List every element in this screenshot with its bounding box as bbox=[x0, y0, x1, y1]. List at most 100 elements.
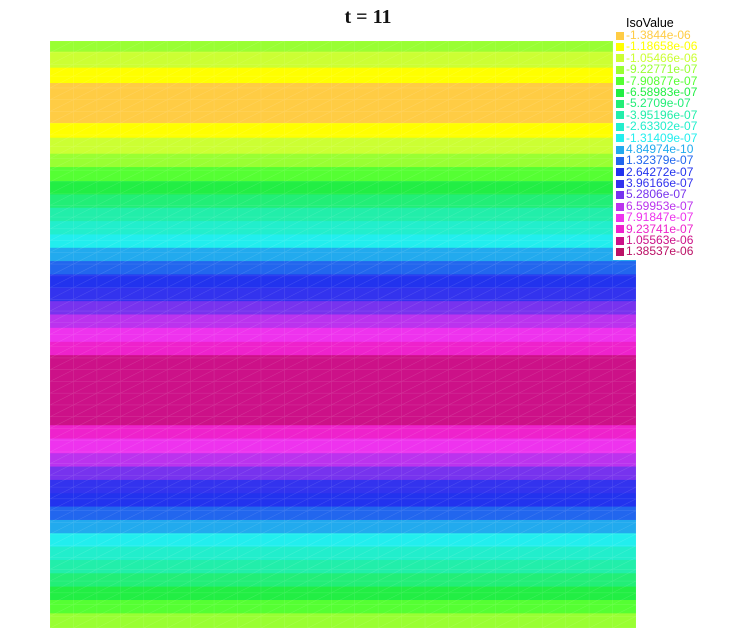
legend-label: -9.22771e-07 bbox=[626, 62, 698, 77]
legend-entry: -1.31409e-07 bbox=[613, 130, 707, 145]
legend-label: 9.23741e-07 bbox=[626, 221, 694, 236]
isovalue-bands bbox=[50, 41, 636, 628]
legend-swatch bbox=[616, 122, 624, 131]
isovalue-band bbox=[50, 546, 636, 561]
legend-label: 1.38537e-06 bbox=[626, 244, 694, 259]
legend-entry: -1.18658e-06 bbox=[613, 39, 707, 54]
isovalue-band bbox=[50, 221, 636, 236]
legend-swatch bbox=[616, 179, 624, 188]
legend-entry: -7.90877e-07 bbox=[613, 73, 707, 88]
legend-swatch bbox=[616, 145, 624, 154]
isovalue-band bbox=[50, 519, 636, 534]
mesh-overlay bbox=[50, 41, 636, 628]
legend-entry: -1.3844e-06 bbox=[613, 28, 707, 42]
isovalue-band bbox=[50, 83, 636, 124]
legend-entry: 4.84974e-10 bbox=[613, 141, 707, 156]
legend-label: -1.05466e-06 bbox=[626, 50, 698, 65]
legend-label: 1.05563e-06 bbox=[626, 233, 694, 248]
legend-entry: 1.32379e-07 bbox=[613, 153, 707, 168]
legend-entry: -5.2709e-07 bbox=[613, 96, 707, 111]
legend-entry: -2.63302e-07 bbox=[613, 119, 707, 134]
legend-label: 4.84974e-10 bbox=[626, 141, 694, 156]
legend-entry: 6.59953e-07 bbox=[613, 198, 707, 213]
legend-label: -7.90877e-07 bbox=[626, 73, 698, 88]
legend-label: 7.91847e-07 bbox=[626, 210, 694, 225]
isovalue-band bbox=[50, 327, 636, 343]
legend-label: -3.95196e-07 bbox=[626, 107, 698, 122]
legend-label: 6.59953e-07 bbox=[626, 198, 694, 213]
legend-entry: -3.95196e-07 bbox=[613, 107, 707, 122]
isovalue-band bbox=[50, 234, 636, 249]
isovalue-band bbox=[50, 479, 636, 494]
legend-swatch bbox=[616, 77, 624, 86]
isovalue-band bbox=[50, 153, 636, 168]
legend-swatch bbox=[616, 111, 624, 120]
legend-label: 1.32379e-07 bbox=[626, 153, 694, 168]
isovalue-band bbox=[50, 261, 636, 276]
legend-entry: 9.23741e-07 bbox=[613, 221, 707, 236]
legend-label: 2.64272e-07 bbox=[626, 164, 694, 179]
legend-swatch bbox=[616, 191, 624, 200]
isovalue-band bbox=[50, 533, 636, 548]
isovalue-band bbox=[50, 167, 636, 182]
legend-swatch bbox=[616, 248, 624, 257]
legend-swatch bbox=[616, 65, 624, 74]
legend-title: IsoValue bbox=[626, 16, 674, 30]
legend-swatch bbox=[616, 31, 624, 40]
legend-entry: 1.05563e-06 bbox=[613, 233, 707, 248]
isovalue-band bbox=[50, 506, 636, 521]
legend-entry: 3.96166e-07 bbox=[613, 176, 707, 191]
legend-swatch bbox=[616, 100, 624, 109]
legend-entry: 7.91847e-07 bbox=[613, 210, 707, 225]
isovalue-band bbox=[50, 466, 636, 481]
isovalue-band bbox=[50, 301, 636, 316]
isovalue-band bbox=[50, 425, 636, 440]
legend-swatch bbox=[616, 54, 624, 63]
isovalue-band bbox=[50, 438, 636, 454]
isovalue-band bbox=[50, 123, 636, 139]
isovalue-band bbox=[50, 559, 636, 574]
isovalue-band bbox=[50, 586, 636, 601]
legend-swatch bbox=[616, 43, 624, 52]
legend-swatch bbox=[616, 156, 624, 165]
isovalue-plot bbox=[50, 41, 636, 628]
legend-entry: 2.64272e-07 bbox=[613, 164, 707, 179]
isovalue-band bbox=[50, 247, 636, 262]
isovalue-band bbox=[50, 67, 636, 84]
isovalue-band bbox=[50, 314, 636, 329]
isovalue-band bbox=[50, 207, 636, 222]
legend-swatch bbox=[616, 134, 624, 143]
legend-entries: -1.3844e-06 -1.18658e-06 -1.05466e-06 -9.22… bbox=[613, 28, 707, 259]
isovalue-band bbox=[50, 613, 636, 628]
isovalue-band bbox=[50, 181, 636, 196]
chart-title: t = 11 bbox=[344, 6, 392, 28]
isovalue-band bbox=[50, 453, 636, 468]
legend-label: 5.2806e-07 bbox=[626, 187, 687, 202]
legend-swatch bbox=[616, 213, 624, 222]
legend-label: -1.31409e-07 bbox=[626, 130, 698, 145]
isovalue-band bbox=[50, 51, 636, 69]
isovalue-band bbox=[50, 493, 636, 508]
legend-label: 3.96166e-07 bbox=[626, 176, 694, 191]
legend-label: -1.3844e-06 bbox=[626, 28, 691, 42]
mesh-lines bbox=[50, 41, 636, 628]
legend-swatch bbox=[616, 168, 624, 177]
isovalue-band bbox=[50, 274, 636, 289]
legend-label: -2.63302e-07 bbox=[626, 119, 698, 134]
isovalue-band bbox=[50, 41, 636, 53]
isovalue-band bbox=[50, 573, 636, 588]
legend-entry: 5.2806e-07 bbox=[613, 187, 707, 202]
legend-swatch bbox=[616, 236, 624, 245]
legend-entry: 1.38537e-06 bbox=[613, 244, 707, 259]
legend-swatch bbox=[616, 225, 624, 234]
legend-label: -1.18658e-06 bbox=[626, 39, 698, 54]
legend-entry: -6.58983e-07 bbox=[613, 86, 707, 98]
legend-entry: -9.22771e-07 bbox=[613, 62, 707, 77]
legend-label: -5.2709e-07 bbox=[626, 96, 691, 111]
isovalue-band bbox=[50, 137, 636, 155]
legend-swatch bbox=[616, 88, 624, 97]
isovalue-band bbox=[50, 355, 636, 426]
isovalue-band bbox=[50, 599, 636, 614]
legend: IsoValue -1.3844e-06 -1.18658e-06 -1.05466… bbox=[613, 16, 707, 260]
isovalue-band bbox=[50, 194, 636, 209]
